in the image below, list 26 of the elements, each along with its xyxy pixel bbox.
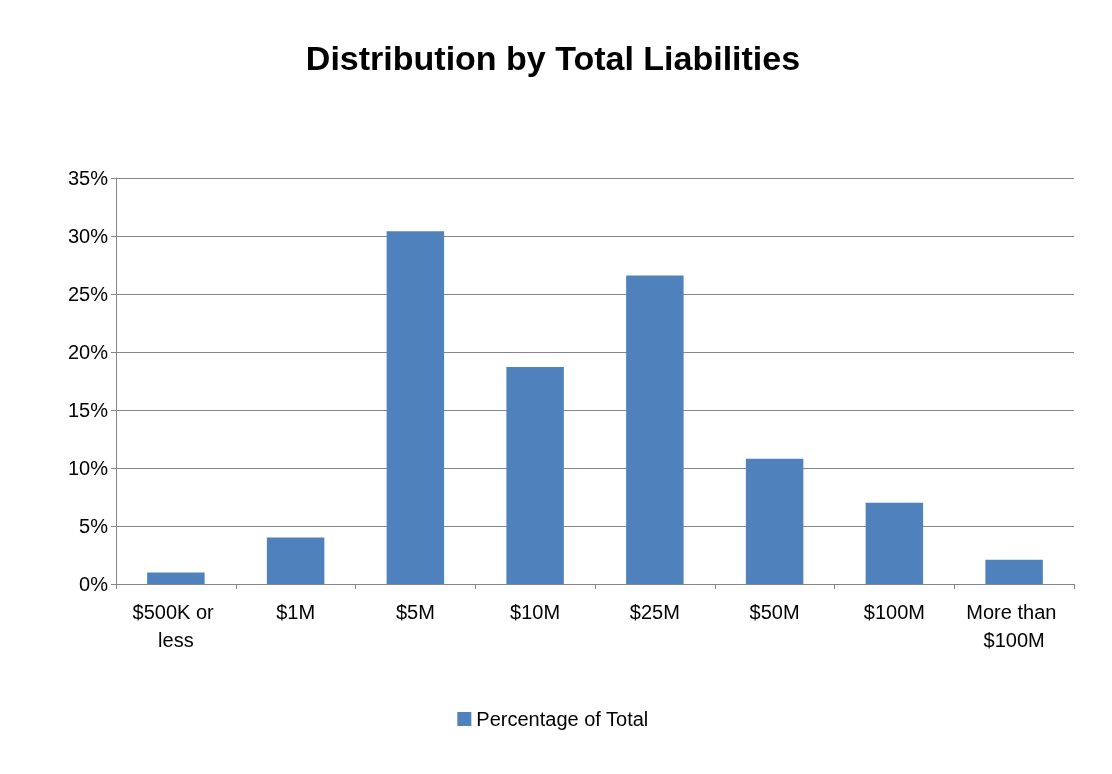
y-tick-label: 30%	[67, 225, 109, 247]
bar	[386, 231, 445, 584]
x-tick-label: More than $100M	[966, 601, 1062, 651]
bar	[865, 502, 924, 584]
bar	[506, 367, 564, 584]
y-tick-label: 0%	[79, 573, 109, 595]
bar	[147, 572, 205, 584]
bar	[745, 458, 804, 584]
chart-title: Distribution by Total Liabilities	[305, 39, 801, 77]
y-tick-label: 25%	[67, 283, 109, 305]
x-tick-label: $1M	[276, 601, 316, 623]
y-tick-label: 35%	[67, 167, 109, 189]
legend-label: Percentage of Total	[476, 708, 649, 730]
x-tick-label: $25M	[629, 601, 680, 623]
bar	[985, 559, 1043, 584]
bar	[266, 537, 325, 584]
x-tick-label: $500K or less	[132, 601, 220, 651]
y-tick-label: 20%	[67, 341, 109, 363]
x-tick-label: $100M	[863, 601, 925, 623]
y-tick-label: 5%	[79, 515, 109, 537]
y-tick-label: 15%	[67, 399, 109, 421]
y-tick-label: 10%	[67, 457, 109, 479]
x-tick-label: $10M	[510, 601, 561, 623]
x-tick-label: $5M	[395, 601, 435, 623]
bar	[626, 275, 684, 584]
x-tick-label: $50M	[749, 601, 800, 623]
